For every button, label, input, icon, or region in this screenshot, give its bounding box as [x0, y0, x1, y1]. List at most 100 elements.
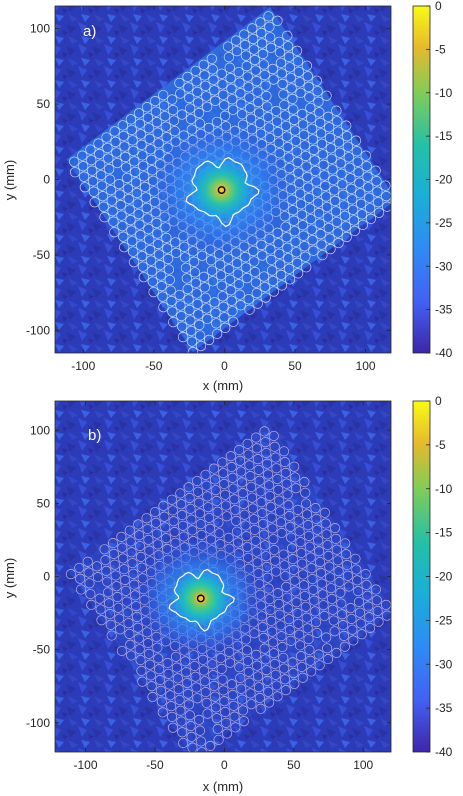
array-element: [259, 540, 271, 551]
array-element: [103, 153, 114, 164]
array-element: [121, 172, 133, 184]
array-element: [209, 691, 221, 702]
array-element: [331, 105, 342, 116]
array-element: [281, 478, 292, 489]
array-element: [171, 662, 182, 673]
array-element: [158, 89, 169, 101]
array-element: [301, 498, 312, 509]
array-element: [262, 458, 273, 469]
y-tick-label: 50: [37, 97, 51, 111]
array-element: [208, 463, 220, 474]
array-element: [352, 156, 363, 167]
array-element: [341, 559, 353, 571]
array-element: [282, 489, 293, 500]
array-element: [314, 117, 326, 128]
array-element: [83, 567, 94, 578]
array-element: [168, 316, 179, 328]
array-element: [177, 727, 188, 738]
array-element: [346, 613, 357, 624]
array-element: [380, 180, 391, 191]
array-element: [138, 271, 149, 283]
array-element: [282, 30, 293, 41]
array-element: [205, 255, 217, 266]
array-element: [275, 57, 287, 69]
array-element: [308, 245, 319, 256]
array-element: [240, 262, 252, 273]
array-element: [239, 29, 250, 40]
array-element: [102, 142, 113, 154]
array-element: [200, 80, 211, 91]
array-element: [166, 701, 177, 712]
array-element: [244, 677, 255, 688]
array-element: [126, 124, 137, 135]
array-element: [227, 306, 238, 317]
array-element: [309, 595, 320, 606]
array-element: [276, 527, 287, 539]
array-element: [188, 256, 200, 267]
array-element: [218, 301, 229, 312]
array-element: [266, 265, 278, 276]
array-element: [201, 697, 212, 708]
array-element: [311, 176, 322, 187]
array-element: [290, 236, 301, 247]
array-element: [126, 547, 137, 558]
array-element: [128, 568, 139, 579]
array-element: [219, 110, 231, 121]
array-element: [325, 143, 336, 154]
array-element: [296, 547, 307, 558]
array-element: [203, 334, 215, 346]
array-element: [109, 227, 120, 238]
array-element: [134, 540, 146, 552]
array-element: [301, 612, 312, 623]
array-element: [65, 569, 76, 580]
array-element: [264, 594, 275, 605]
array-element: [219, 100, 230, 111]
array-element: [267, 626, 278, 637]
array-element: [192, 298, 203, 310]
array-element: [200, 292, 211, 303]
array-element: [176, 716, 187, 727]
array-element: [182, 283, 193, 295]
array-element: [317, 589, 328, 600]
array-element: [353, 596, 365, 607]
array-element: [280, 221, 291, 232]
array-element: [247, 503, 259, 514]
array-element: [127, 235, 138, 247]
array-element: [219, 489, 231, 500]
array-element: [288, 114, 300, 126]
array-element: [273, 598, 284, 609]
panel-label-a: a): [83, 23, 96, 40]
array-element: [211, 713, 222, 724]
array-element: [283, 51, 295, 62]
array-element: [191, 76, 202, 87]
array-element: [332, 116, 343, 127]
array-element: [175, 488, 186, 499]
array-element: [190, 65, 201, 77]
array-element: [325, 243, 336, 255]
array-element: [203, 502, 214, 513]
array-element: [184, 710, 195, 721]
array-element: [162, 243, 173, 254]
array-element: [243, 666, 254, 677]
array-element: [202, 708, 213, 719]
array-element: [283, 614, 295, 625]
array-element: [353, 586, 364, 597]
colorbar-tick-label: -25: [435, 216, 453, 230]
array-element: [244, 304, 255, 315]
array-element: [143, 648, 155, 659]
array-element: [324, 132, 336, 143]
array-element: [295, 87, 306, 99]
array-element: [122, 183, 134, 194]
array-element: [313, 649, 324, 660]
array-element: [279, 674, 291, 685]
array-element: [381, 201, 391, 212]
array-element: [273, 238, 284, 249]
array-element: [305, 655, 316, 666]
array-element: [99, 544, 110, 555]
array-element: [302, 171, 313, 183]
array-element: [205, 740, 216, 752]
array-element: [305, 213, 316, 225]
array-element: [370, 165, 381, 176]
array-element: [139, 181, 151, 193]
